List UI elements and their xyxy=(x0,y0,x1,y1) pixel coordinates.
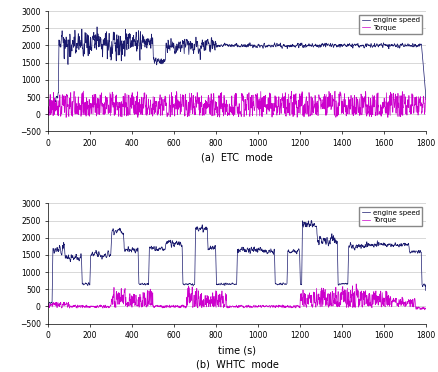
Torque xyxy=(199,298,205,303)
engine speed xyxy=(199,222,205,227)
Torque xyxy=(353,282,358,286)
Torque xyxy=(67,305,72,309)
Line: engine speed: engine speed xyxy=(48,27,425,113)
engine speed xyxy=(94,25,99,29)
Legend: engine speed, Torque: engine speed, Torque xyxy=(359,15,421,33)
engine speed xyxy=(187,281,192,286)
engine speed xyxy=(126,35,131,39)
engine speed xyxy=(187,42,192,47)
engine speed xyxy=(46,303,51,308)
Torque xyxy=(303,96,308,100)
engine speed xyxy=(422,97,427,102)
engine speed xyxy=(303,225,308,229)
engine speed xyxy=(422,288,427,293)
Text: (a)  ETC  mode: (a) ETC mode xyxy=(201,153,272,163)
Torque xyxy=(422,96,427,100)
engine speed xyxy=(67,257,72,262)
engine speed xyxy=(46,111,51,116)
engine speed xyxy=(201,47,207,52)
Torque xyxy=(126,301,131,306)
Line: Torque: Torque xyxy=(48,284,425,310)
Torque xyxy=(46,113,51,118)
Torque xyxy=(201,304,206,308)
Torque xyxy=(422,306,427,311)
Line: engine speed: engine speed xyxy=(48,221,425,305)
Torque xyxy=(67,99,73,103)
engine speed xyxy=(201,226,206,230)
engine speed xyxy=(308,218,313,223)
Torque xyxy=(64,115,69,120)
Torque xyxy=(46,305,51,310)
engine speed xyxy=(126,248,131,252)
Torque xyxy=(201,101,207,106)
engine speed xyxy=(67,34,73,38)
Torque xyxy=(81,89,86,93)
engine speed xyxy=(46,111,51,116)
Torque xyxy=(200,110,205,114)
Torque xyxy=(126,101,131,105)
Torque xyxy=(421,308,427,312)
Text: (b)  WHTC  mode: (b) WHTC mode xyxy=(195,360,278,370)
engine speed xyxy=(200,42,205,46)
Torque xyxy=(187,301,192,305)
engine speed xyxy=(303,44,308,48)
Text: time (s): time (s) xyxy=(218,345,255,355)
Line: Torque: Torque xyxy=(48,91,425,118)
Torque xyxy=(303,302,308,307)
Legend: engine speed, Torque: engine speed, Torque xyxy=(359,207,421,226)
Torque xyxy=(187,99,192,104)
